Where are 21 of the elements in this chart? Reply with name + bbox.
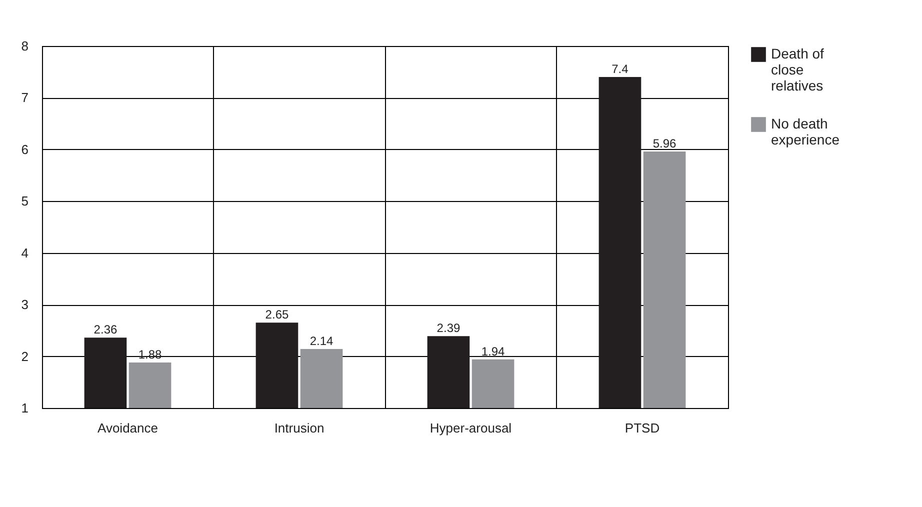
- x-tick-label: PTSD: [624, 420, 660, 436]
- x-tick-label: Hyper-arousal: [430, 420, 512, 436]
- y-tick-label: 3: [21, 297, 28, 312]
- data-label: 1.94: [481, 344, 506, 358]
- y-tick-label: 5: [21, 194, 28, 209]
- y-tick-label: 2: [21, 348, 28, 364]
- data-label: 2.36: [94, 322, 118, 337]
- data-label: 2.65: [265, 308, 289, 322]
- y-tick-label: 4: [21, 245, 28, 260]
- y-tick-label: 6: [21, 142, 28, 157]
- data-label: 5.96: [652, 136, 677, 150]
- data-label: 2.39: [436, 321, 460, 336]
- legend-label: No death experience: [771, 116, 840, 148]
- data-label: 2.14: [310, 334, 334, 348]
- legend-label: Death of close relatives: [771, 46, 824, 94]
- data-label: 7.4: [612, 62, 629, 76]
- y-tick-label: 1: [21, 400, 28, 416]
- x-tick-label: Avoidance: [98, 420, 158, 436]
- y-tick-label: 8: [21, 38, 28, 54]
- y-tick-label: 7: [21, 90, 28, 106]
- x-tick-label: Intrusion: [274, 420, 324, 436]
